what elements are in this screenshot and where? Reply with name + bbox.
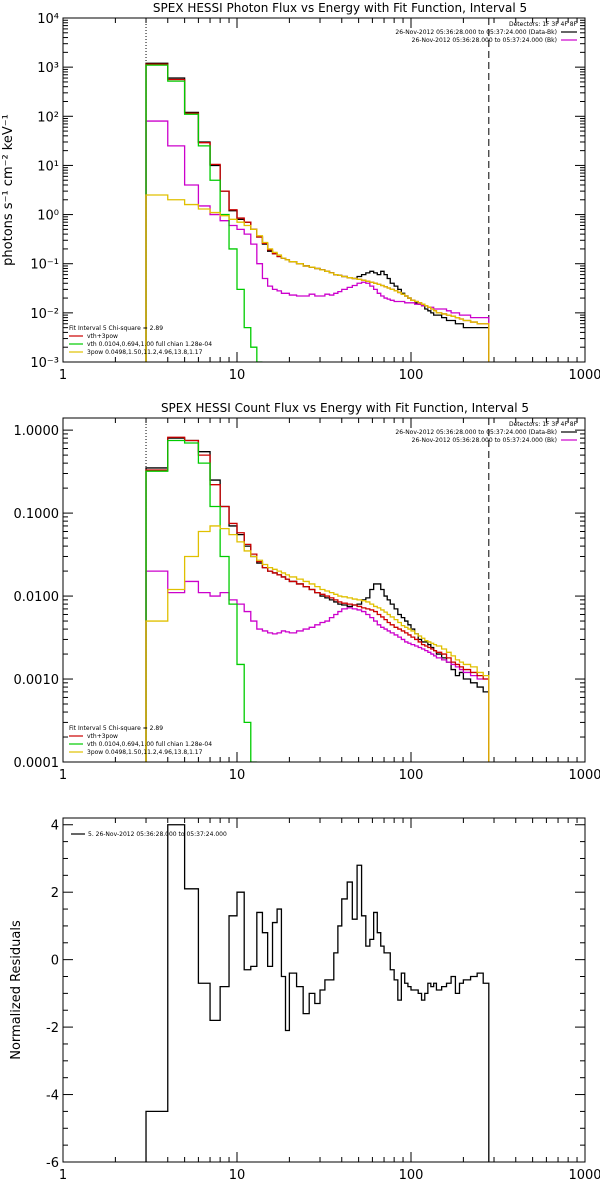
series-5-26-nov-2012-05-36-28-000-to-05-37-24-000	[145, 824, 490, 1162]
photon-flux-plot: 1 10 100 1000 10⁻³ 10⁻² 10⁻¹ 10⁰ 10¹ 10² 10³ 10⁴ Det…	[30, 12, 600, 383]
photon-flux-ylabel: photons s⁻¹ cm⁻² keV⁻¹	[1, 114, 16, 266]
legend-entry: 5. 26-Nov-2012 05:36:28.000 to 05:37:24.…	[88, 831, 227, 838]
x-tick-label: 1000	[568, 1168, 600, 1183]
x-tick-label: 100	[399, 368, 424, 383]
residuals-frame	[62, 817, 586, 1163]
legend-entry: 26-Nov-2012 05:36:28.000 to 05:37:24.000…	[395, 429, 557, 436]
legend-entry: 26-Nov-2012 05:36:28.000 to 05:37:24.000…	[395, 29, 557, 36]
y-tick-label: -6	[46, 1156, 59, 1171]
x-tick-label: 100	[399, 768, 424, 783]
x-tick-label: 10	[229, 368, 246, 383]
count-flux-plot: 1 10 100 1000 0.0001 0.0010 0.0100 0.1000 1.0000…	[14, 418, 600, 783]
series-bk	[145, 570, 490, 762]
y-tick-label: 10¹	[37, 159, 59, 174]
residuals-plot: 1 10 100 1000 -6 -4 -2 0 2 4 5. 26-Nov-2012 05:36:…	[46, 818, 600, 1183]
legend-detectors: Detectors: 1F 3F 4F 8F	[509, 421, 578, 428]
legend-entry: vth+3pow	[87, 733, 118, 740]
photon-flux-title: SPEX HESSI Photon Flux vs Energy with Fi…	[153, 1, 527, 15]
series-bk	[145, 120, 490, 362]
x-tick-label: 1	[59, 768, 67, 783]
x-tick-label: 1000	[568, 768, 600, 783]
series-vth-3pow	[145, 436, 490, 762]
legend-entry: vth+3pow	[87, 333, 118, 340]
y-tick-label: 1.0000	[14, 424, 60, 439]
x-tick-label: 1	[59, 368, 67, 383]
y-tick-label: 10⁻²	[30, 307, 59, 322]
y-tick-label: 10⁰	[37, 209, 59, 224]
legend-fit-header: Fit Interval 5 Chi-square = 2.89	[69, 725, 163, 732]
series-vth	[145, 439, 257, 762]
y-tick-label: 0.1000	[14, 507, 60, 522]
x-tick-label: 1	[59, 1168, 67, 1183]
residuals-ylabel: Normalized Residuals	[9, 920, 24, 1060]
legend-entry: vth 0.0104,0.694,1.00 full chian 1.28e-0…	[87, 741, 212, 748]
legend-entry: 3pow 0.0498,1.50,11.2,4.96,13.8,1.17	[87, 749, 203, 756]
y-tick-label: 0	[51, 954, 59, 969]
y-tick-label: 10²	[37, 110, 59, 125]
photon-flux-frame	[62, 17, 586, 363]
y-tick-label: 10⁻³	[30, 356, 59, 371]
y-tick-label: 0.0010	[14, 673, 60, 688]
legend-entry: 26-Nov-2012 05:36:28.000 to 05:37:24.000…	[412, 437, 557, 444]
x-tick-label: 1000	[568, 368, 600, 383]
series-3pow	[145, 525, 490, 762]
y-tick-label: -4	[46, 1089, 59, 1104]
y-tick-label: 10⁴	[37, 12, 59, 27]
x-tick-label: 10	[229, 1168, 246, 1183]
y-tick-label: -2	[46, 1021, 59, 1036]
series-3pow	[145, 194, 490, 362]
y-tick-label: 0.0100	[14, 590, 60, 605]
count-flux-panel: SPEX HESSI Count Flux vs Energy with Fit…	[14, 401, 600, 783]
photon-flux-panel: SPEX HESSI Photon Flux vs Energy with Fi…	[1, 1, 600, 383]
y-tick-label: 4	[51, 819, 59, 834]
residuals-panel: 1 10 100 1000 -6 -4 -2 0 2 4 5. 26-Nov-2012 05:36:…	[9, 817, 600, 1183]
legend-detectors: Detectors: 1F 3F 4F 8F	[509, 21, 578, 28]
series-data-bk	[145, 62, 490, 362]
series-data-bk	[145, 437, 490, 762]
x-tick-label: 10	[229, 768, 246, 783]
legend-entry: 26-Nov-2012 05:36:28.000 to 05:37:24.000…	[412, 37, 557, 44]
count-flux-frame	[62, 417, 586, 763]
y-tick-label: 10⁻¹	[30, 258, 59, 273]
count-flux-title: SPEX HESSI Count Flux vs Energy with Fit…	[161, 401, 529, 415]
legend-fit-header: Fit Interval 5 Chi-square = 2.89	[69, 325, 163, 332]
legend-entry: vth 0.0104,0.694,1.00 full chian 1.28e-0…	[87, 341, 212, 348]
y-tick-label: 0.0001	[14, 756, 60, 771]
series-vth	[145, 64, 263, 362]
series-vth-3pow	[145, 63, 490, 362]
y-tick-label: 10³	[37, 61, 59, 76]
y-tick-label: 2	[51, 886, 59, 901]
x-tick-label: 100	[399, 1168, 424, 1183]
legend-entry: 3pow 0.0498,1.50,11.2,4.96,13.8,1.17	[87, 349, 203, 356]
